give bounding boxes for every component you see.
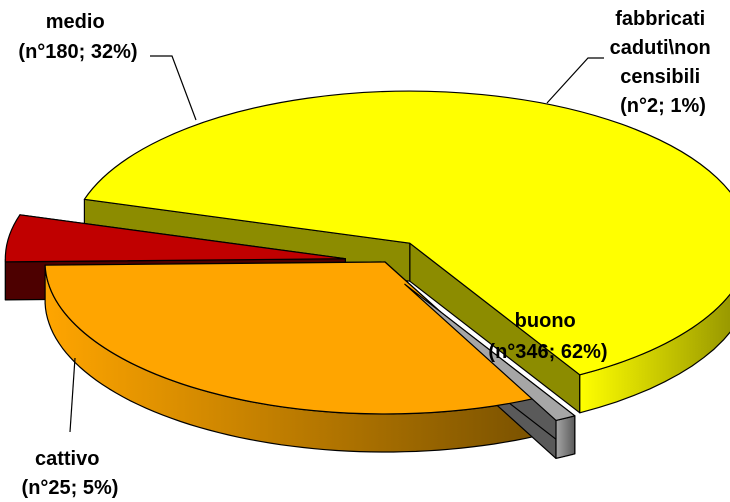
slice-tops xyxy=(4,90,730,421)
slice-3-top xyxy=(404,283,576,421)
slice-0-top xyxy=(83,90,730,376)
slice-3-rim xyxy=(555,415,576,459)
slice-label-cattivo-line-2: (n°25; 5%) xyxy=(22,477,119,499)
slice-label-fabbricati-line-2: caduti\non xyxy=(610,37,711,59)
leader-line-cattivo xyxy=(69,357,76,433)
slice-label-cattivo-line-1: cattivo xyxy=(35,448,99,470)
slice-label-buono-line-2: (n°346; 62%) xyxy=(488,341,607,363)
slice-label-fabbricati-line-4: (n°2; 1%) xyxy=(620,95,706,117)
slice-label-cattivo: cattivo (n°25; 5%) xyxy=(22,448,119,499)
slice-label-medio: medio (n°180; 32%) xyxy=(18,11,137,63)
slice-label-fabbricati: fabbricati caduti\non censibili (n°2; 1%… xyxy=(610,8,717,117)
slice-label-fabbricati-line-1: fabbricati xyxy=(615,8,705,30)
leader-line-fabbricati xyxy=(546,57,604,104)
slice-label-buono-line-1: buono xyxy=(515,310,576,332)
leader-lines xyxy=(69,55,604,433)
leader-line-medio xyxy=(150,55,197,121)
slice-labels: medio (n°180; 32%) fabbricati caduti\non… xyxy=(18,8,717,499)
slice-label-fabbricati-line-3: censibili xyxy=(620,66,700,88)
slice-label-medio-line-2: (n°180; 32%) xyxy=(18,41,137,63)
slice-1-top xyxy=(4,214,346,263)
slice-label-medio-line-1: medio xyxy=(46,11,105,33)
slice-2-top xyxy=(44,261,537,415)
slice-label-buono: buono (n°346; 62%) xyxy=(488,310,607,363)
